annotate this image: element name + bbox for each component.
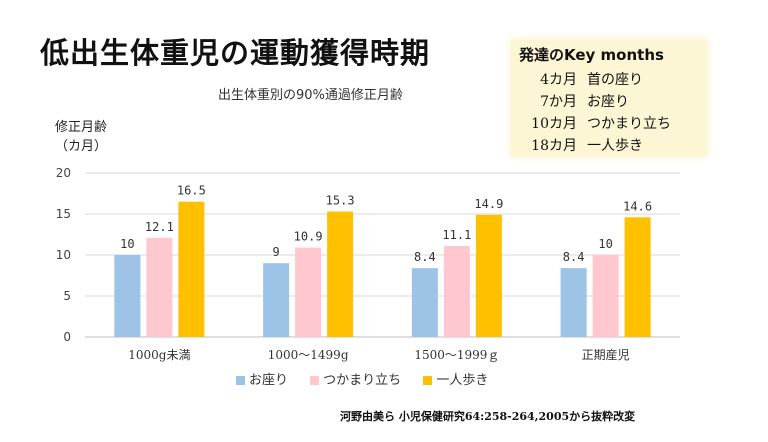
- bar: [443, 245, 470, 337]
- data-label: 11.1: [442, 228, 471, 242]
- legend-swatch: [310, 376, 320, 385]
- key-row: 10カ月 つかまり立ち: [519, 113, 671, 133]
- legend-label: 一人歩き: [436, 373, 489, 388]
- y-tick-label: 0: [63, 330, 71, 344]
- y-tick-label: 20: [56, 166, 71, 180]
- chart-subtitle: 出生体重別の90%通過修正月齢: [218, 88, 403, 103]
- data-label: 9: [273, 245, 280, 259]
- legend-item: 一人歩き: [423, 369, 488, 388]
- bar: [146, 237, 173, 337]
- bar: [327, 211, 354, 337]
- key-row: 4カ月 首の座り: [519, 69, 643, 89]
- source-citation: 河野由美ら 小児保健研究64:258-264,2005から抜粋改変: [340, 410, 636, 423]
- data-label: 15.3: [326, 194, 355, 208]
- key-milestone: つかまり立ち: [587, 116, 671, 132]
- key-age: 4カ月: [540, 72, 577, 88]
- legend-item: お座り: [236, 369, 288, 388]
- data-label: 14.9: [474, 197, 503, 211]
- chart-legend: お座り つかまり立ち 一人歩き: [236, 369, 506, 388]
- bar: [624, 217, 651, 337]
- x-tick-label: 1500～1999ｇ: [414, 348, 499, 362]
- x-tick-label: 1000g未満: [128, 348, 190, 362]
- bar: [178, 201, 205, 337]
- data-label: 12.1: [145, 220, 174, 234]
- y-axis-label: 修正月齢 （カ月）: [55, 118, 107, 156]
- data-label: 8.4: [563, 250, 585, 264]
- key-months-box: 発達のKey months 4カ月 首の座り 7か月 お座り 10カ月 つかまり立ち …: [511, 40, 707, 156]
- data-label: 14.6: [623, 199, 652, 213]
- bar: [475, 214, 502, 337]
- page-title: 低出生体重児の運動獲得時期: [40, 36, 431, 70]
- y-tick-label: 15: [56, 207, 71, 221]
- y-axis-label-line2: （カ月）: [55, 139, 108, 154]
- x-tick-label: 正期産児: [582, 347, 630, 362]
- legend-label: お座り: [249, 373, 289, 388]
- key-milestone: 首の座り: [587, 72, 643, 88]
- bar: [560, 268, 587, 337]
- y-tick-label: 10: [56, 248, 71, 262]
- key-row: 7か月 お座り: [519, 91, 629, 111]
- bar: [114, 255, 141, 337]
- data-label: 8.4: [414, 250, 436, 264]
- x-tick-label: 1000～1499g: [268, 348, 349, 362]
- data-label: 10: [120, 237, 134, 251]
- data-label: 16.5: [177, 184, 206, 198]
- key-months-title: 発達のKey months: [519, 46, 664, 64]
- key-milestone: お座り: [587, 94, 629, 110]
- bar: [295, 247, 322, 337]
- bar: [592, 255, 619, 337]
- legend-item: つかまり立ち: [310, 369, 401, 388]
- legend-swatch: [236, 376, 245, 385]
- key-milestone: 一人歩き: [587, 138, 643, 154]
- bar: [263, 263, 290, 337]
- data-label: 10: [598, 237, 612, 251]
- key-row: 18カ月 一人歩き: [519, 135, 643, 155]
- key-age: 18カ月: [531, 138, 577, 154]
- bar: [411, 268, 438, 337]
- data-label: 10.9: [294, 230, 323, 244]
- key-age: 10カ月: [531, 116, 577, 132]
- legend-label: つかまり立ち: [323, 373, 402, 388]
- y-tick-label: 5: [63, 289, 71, 303]
- y-axis-label-line1: 修正月齢: [55, 120, 108, 135]
- legend-swatch: [423, 376, 433, 385]
- key-age: 7か月: [540, 94, 577, 110]
